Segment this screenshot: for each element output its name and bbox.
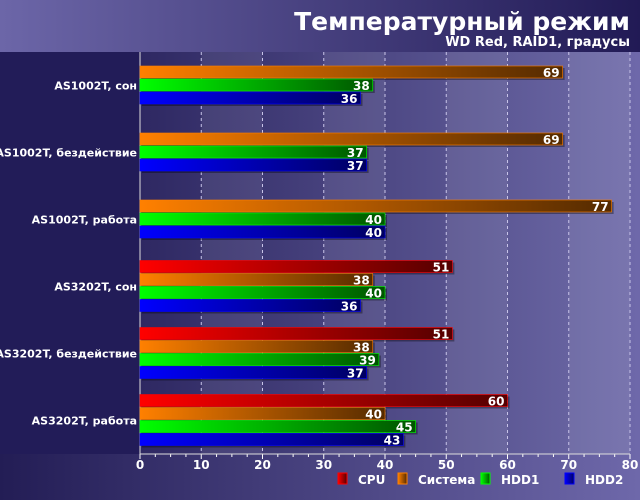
bar-value-label: 37 <box>347 159 364 173</box>
x-tick-label: 70 <box>560 458 577 472</box>
legend-label: HDD2 <box>585 473 623 487</box>
bar-value-label: 51 <box>433 261 450 275</box>
bar-система <box>139 273 374 286</box>
grid-band <box>568 52 630 454</box>
bar-hdd1 <box>139 145 367 159</box>
bar-value-label: 40 <box>365 213 382 227</box>
chart-title: Температурный режим <box>294 7 630 36</box>
bar-hdd1 <box>139 353 380 366</box>
bar-hdd1 <box>139 212 386 226</box>
legend-label: Система <box>418 473 475 487</box>
bar-value-label: 40 <box>365 226 382 240</box>
legend: CPU Система HDD1 HDD2 <box>337 472 623 487</box>
bar-value-label: 38 <box>353 341 370 355</box>
label-panel <box>0 52 140 454</box>
bar-система <box>139 407 386 420</box>
x-tick-label: 20 <box>254 458 271 472</box>
bar-hdd2 <box>139 433 404 446</box>
bar-value-label: 36 <box>341 92 358 106</box>
legend-swatch-cpu <box>337 472 348 485</box>
bar-система <box>139 65 563 79</box>
bar-hdd1 <box>139 420 416 433</box>
bar-value-label: 51 <box>433 328 450 342</box>
chart-subtitle: WD Red, RAID1, градусы <box>445 35 630 50</box>
bar-value-label: 69 <box>543 133 560 147</box>
bar-value-label: 40 <box>365 408 382 422</box>
bar-система <box>139 340 374 353</box>
bar-value-label: 43 <box>384 434 401 448</box>
bar-value-label: 77 <box>592 200 609 214</box>
bar-value-label: 45 <box>396 421 413 435</box>
bar-value-label: 37 <box>347 146 364 160</box>
bar-value-label: 38 <box>353 79 370 93</box>
bar-value-label: 69 <box>543 66 560 80</box>
category-label: AS3202T, бездействие <box>0 348 137 361</box>
bar-система <box>139 132 563 146</box>
bar-value-label: 39 <box>359 354 376 368</box>
legend-label: HDD1 <box>501 473 539 487</box>
category-label: AS1002T, сон <box>54 80 137 93</box>
legend-label: CPU <box>358 473 385 487</box>
category-label: AS3202T, работа <box>32 415 137 428</box>
x-tick-label: 80 <box>622 458 639 472</box>
bar-value-label: 60 <box>488 395 505 409</box>
x-tick-label: 30 <box>315 458 332 472</box>
x-tick-label: 50 <box>438 458 455 472</box>
bar-hdd2 <box>139 158 367 172</box>
bar-cpu <box>139 260 453 273</box>
category-label: AS3202T, сон <box>54 281 137 294</box>
bar-система <box>139 199 612 213</box>
bar-value-label: 40 <box>365 287 382 301</box>
bar-hdd1 <box>139 286 386 299</box>
category-label: AS1002T, бездействие <box>0 147 137 160</box>
legend-swatch-hdd1 <box>480 472 491 485</box>
bar-value-label: 36 <box>341 300 358 314</box>
x-tick-label: 10 <box>193 458 210 472</box>
grid-band <box>201 52 263 454</box>
x-tick-label: 40 <box>377 458 394 472</box>
bar-hdd2 <box>139 299 361 312</box>
bar-cpu <box>139 327 453 340</box>
bar-hdd2 <box>139 225 386 239</box>
legend-swatch-система <box>397 472 408 485</box>
x-tick-label: 60 <box>499 458 516 472</box>
bar-hdd2 <box>139 91 361 105</box>
grid-band <box>323 52 385 454</box>
bar-cpu <box>139 394 508 407</box>
bar-value-label: 37 <box>347 367 364 381</box>
x-tick-label: 0 <box>136 458 144 472</box>
legend-swatch-hdd2 <box>564 472 575 485</box>
bar-hdd2 <box>139 366 367 379</box>
header-band <box>0 0 640 52</box>
category-label: AS1002T, работа <box>32 214 137 227</box>
bar-hdd1 <box>139 78 374 92</box>
grid-band <box>446 52 508 454</box>
bar-value-label: 38 <box>353 274 370 288</box>
